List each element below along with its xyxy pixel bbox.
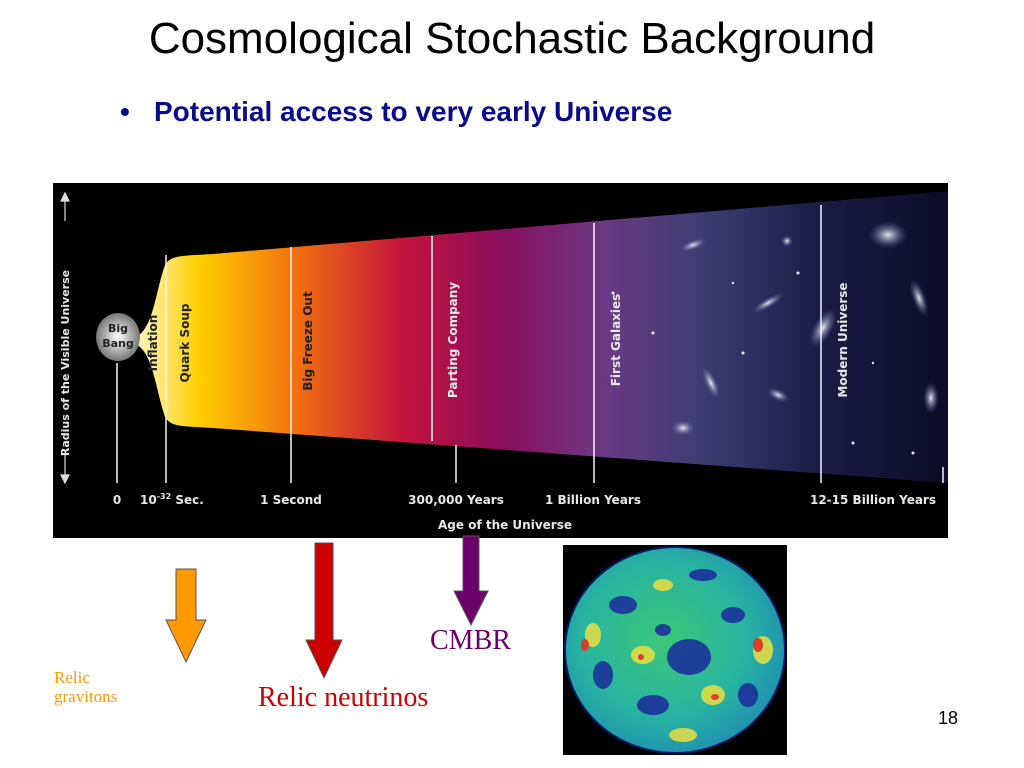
big-bang-label-2: Bang [102,337,134,350]
big-bang-label-1: Big [108,322,128,335]
epoch-label-modern-universe: Modern Universe [836,282,850,397]
x-axis-label: Age of the Universe [438,518,572,532]
tick-label-sec: Sec. [171,493,204,507]
tick-label-12-15-billion-years: 12-15 Billion Years [810,493,936,507]
tick-label-0: 0 [113,493,121,507]
page-number: 18 [938,708,959,728]
y-axis-label: Radius of the Visible Universe [59,270,72,456]
tick-label-exponent: -32 [157,492,171,501]
tick-label-1-billion-years: 1 Billion Years [545,493,641,507]
relic-gravitons-line-1: Relic [54,668,90,687]
tick-label-10: 10 [140,493,157,507]
cmbr-arrow [453,535,489,627]
relic-gravitons-line-2: gravitons [54,687,118,706]
relic-neutrinos-caption: Relic neutrinos [258,682,429,713]
epoch-label-quark-soup: Quark Soup [178,303,192,382]
tick-label-1e-32: 10-32 Sec. [140,492,204,507]
bullet-dot-icon: • [120,96,130,127]
galaxies-decoration [611,221,939,455]
epoch-label-inflation: Inflation [146,315,160,372]
epoch-label-parting-company: Parting Company [446,282,460,398]
tick-label-1-second: 1 Second [260,493,322,507]
neutrinos-arrow [305,542,343,680]
epoch-label-big-freeze-out: Big Freeze Out [301,291,315,391]
epoch-label-first-galaxies: First Galaxies [609,294,623,387]
cmbr-caption: CMBR [430,625,511,656]
slide-title: Cosmological Stochastic Background [148,14,876,63]
bullet-text: Potential access to very early Universe [154,96,673,127]
cmb-map-image [563,545,787,755]
relic-gravitons-caption: Relic gravitons [54,668,164,706]
tick-label-300000-years: 300,000 Years [408,493,504,507]
bullet-item: • Potential access to very early Universe [120,96,672,128]
universe-cone [133,191,948,483]
gravitons-arrow [165,568,207,664]
universe-timeline-diagram: Radius of the Visible Universe Big Bang … [53,183,948,538]
